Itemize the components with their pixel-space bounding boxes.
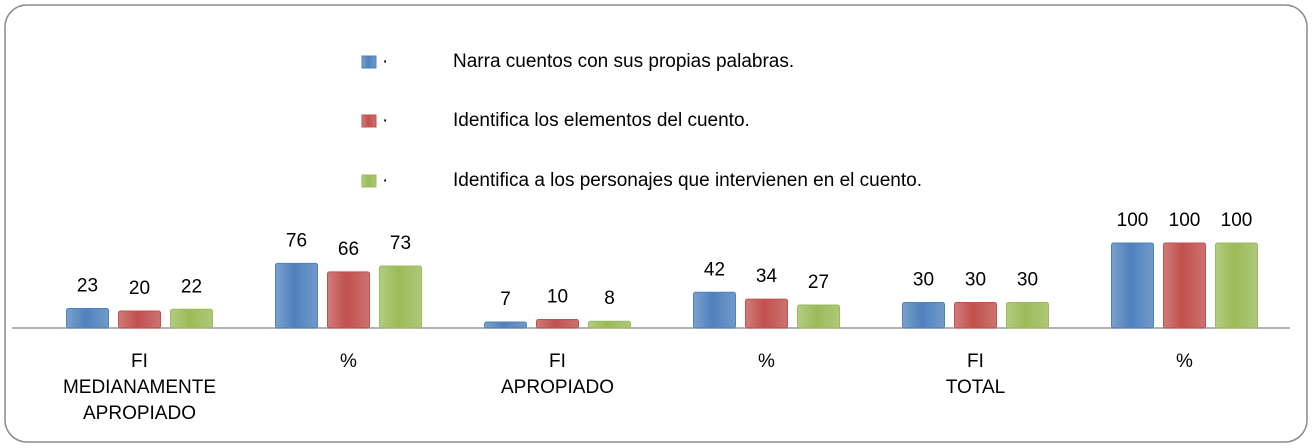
chart-border <box>4 4 1308 443</box>
bar <box>1006 302 1049 329</box>
bar <box>745 298 788 329</box>
bar <box>902 302 945 329</box>
x-tick-label: FI <box>967 351 984 372</box>
bar <box>1111 242 1154 329</box>
legend-bullet: · <box>382 110 388 131</box>
bar <box>379 265 422 329</box>
legend-swatch <box>361 55 377 69</box>
data-label: 8 <box>604 288 615 309</box>
group-label: MEDIANAMENTE APROPIADO <box>62 377 217 424</box>
legend-swatch <box>361 114 377 128</box>
data-label: 100 <box>1169 210 1201 231</box>
bar <box>327 271 370 329</box>
data-label: 20 <box>129 278 150 299</box>
data-label: 7 <box>500 289 511 310</box>
data-label: 22 <box>181 276 202 297</box>
bar <box>118 310 161 329</box>
data-label: 66 <box>338 239 359 260</box>
bar <box>484 321 527 329</box>
x-tick-label: % <box>758 351 775 372</box>
bar <box>797 304 840 329</box>
x-tick-label: FI <box>131 351 148 372</box>
data-label: 42 <box>704 259 725 280</box>
x-tick-label: % <box>340 351 357 372</box>
bar <box>1215 242 1258 329</box>
data-label: 23 <box>77 275 98 296</box>
data-label: 73 <box>390 233 411 254</box>
bar <box>954 302 997 329</box>
data-label: 10 <box>547 287 568 308</box>
legend-label: Narra cuentos con sus propias palabras. <box>453 51 794 72</box>
legend-bullet: · <box>382 51 388 72</box>
group-label: TOTAL <box>945 377 1006 398</box>
bar <box>693 291 736 329</box>
legend-label: Identifica a los personajes que intervie… <box>453 170 922 191</box>
bar <box>170 308 213 329</box>
bar <box>536 319 579 329</box>
bar <box>588 320 631 329</box>
legend-label: Identifica los elementos del cuento. <box>453 110 750 131</box>
x-tick-label: % <box>1176 351 1193 372</box>
data-label: 30 <box>913 270 934 291</box>
data-label: 100 <box>1117 210 1149 231</box>
bar <box>1163 242 1206 329</box>
bar <box>66 307 109 329</box>
legend-swatch <box>361 174 377 188</box>
x-tick-label: FI <box>549 351 566 372</box>
bar <box>275 262 318 329</box>
data-label: 27 <box>808 272 829 293</box>
data-label: 30 <box>1017 270 1038 291</box>
legend-bullet: · <box>382 170 388 191</box>
group-label: APROPIADO <box>501 377 614 398</box>
data-label: 76 <box>286 230 307 251</box>
data-label: 100 <box>1221 210 1253 231</box>
data-label: 30 <box>965 270 986 291</box>
data-label: 34 <box>756 266 778 287</box>
